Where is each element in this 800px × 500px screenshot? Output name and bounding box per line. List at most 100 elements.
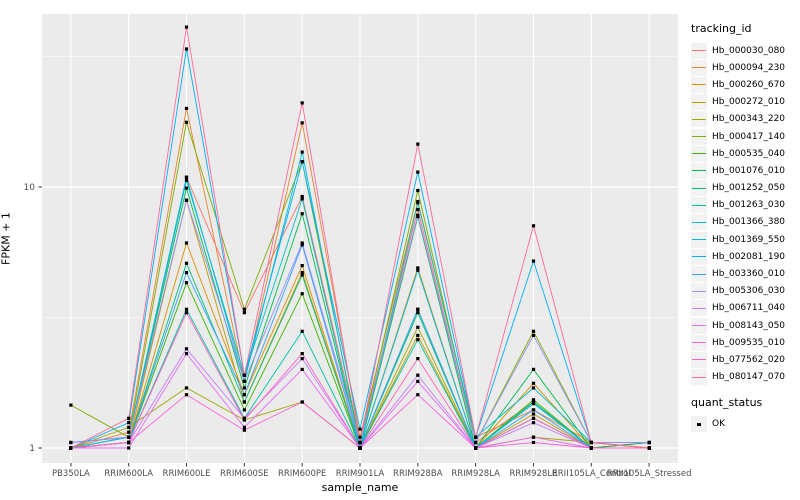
data-point — [184, 241, 189, 245]
legend: tracking_id Hb_000030_080 Hb_000094_230 Hb… — [691, 22, 799, 433]
data-point — [300, 121, 304, 125]
legend-key — [691, 351, 707, 368]
data-point — [531, 421, 536, 425]
legend-key — [691, 283, 707, 300]
legend-item: Hb_005306_030 — [691, 283, 799, 300]
data-point — [358, 435, 362, 439]
x-axis-title: sample_name — [321, 481, 399, 494]
legend-label: Hb_000094_230 — [712, 62, 786, 73]
legend-label: Hb_001366_380 — [712, 217, 786, 228]
data-point — [300, 400, 304, 404]
data-point — [242, 428, 246, 432]
data-point — [474, 446, 478, 450]
y-axis-title: FPKM + 1 — [0, 212, 13, 265]
data-point — [184, 186, 189, 190]
data-point — [531, 402, 536, 406]
legend-label: Hb_000417_140 — [712, 131, 786, 142]
legend-item: Hb_001369_550 — [691, 231, 799, 248]
data-point — [531, 386, 536, 390]
x-tick-label: RRII105LA_Control — [552, 469, 631, 479]
legend-key — [691, 128, 707, 145]
data-point — [300, 271, 304, 275]
data-point — [416, 188, 420, 193]
data-point — [300, 101, 304, 105]
data-point — [184, 347, 189, 351]
data-point — [300, 243, 304, 247]
y-tick-label: 1 — [29, 444, 35, 454]
legend-item: Hb_001076_010 — [691, 162, 799, 179]
data-point — [184, 281, 189, 285]
legend-key — [691, 180, 707, 197]
data-point — [300, 292, 304, 296]
data-point — [647, 440, 651, 445]
data-point — [127, 435, 131, 439]
data-point — [300, 197, 304, 201]
data-point — [242, 408, 246, 412]
quant-ok-key — [691, 416, 707, 433]
data-point — [416, 142, 420, 146]
data-point — [69, 440, 73, 445]
legend-item: Hb_003360_010 — [691, 265, 799, 283]
x-tick-label: RRIM600LA — [104, 469, 153, 479]
series-line-icon — [692, 101, 706, 103]
legend-key — [691, 59, 707, 76]
legend-key — [691, 76, 707, 93]
x-tick-label: RRIM600SE — [220, 469, 269, 479]
legend-key — [691, 317, 707, 334]
data-point — [69, 446, 73, 450]
legend-key — [691, 266, 707, 283]
data-point — [589, 440, 593, 445]
data-point — [416, 311, 420, 315]
series-line-icon — [692, 170, 706, 172]
legend-item: Hb_009535_010 — [691, 334, 799, 351]
series-line-icon — [692, 136, 706, 138]
legend-label: Hb_001263_030 — [712, 200, 786, 211]
legend-key — [691, 42, 707, 59]
data-point — [416, 338, 420, 342]
x-tick-label: RRIM928BA — [393, 469, 443, 479]
legend-item: Hb_077562_020 — [691, 351, 799, 368]
data-point — [416, 325, 420, 329]
data-point — [184, 25, 189, 29]
data-point — [242, 416, 246, 420]
data-point — [416, 357, 420, 361]
series-line-icon — [692, 221, 706, 223]
data-point — [300, 150, 304, 154]
data-point — [184, 47, 189, 51]
legend-key — [691, 94, 707, 111]
legend-key — [691, 248, 707, 265]
x-tick-label: RRIM901LA — [336, 469, 385, 479]
legend-label: Hb_080147_070 — [712, 372, 786, 383]
data-point — [300, 352, 304, 356]
square-point-icon — [697, 422, 701, 427]
legend-label: OK — [712, 419, 725, 430]
legend-title-tracking-id: tracking_id — [691, 22, 752, 35]
data-point — [184, 120, 189, 124]
data-point — [531, 398, 536, 402]
legend-key — [691, 231, 707, 248]
series-line-icon — [692, 187, 706, 189]
legend-label: Hb_002081_190 — [712, 251, 786, 262]
data-point — [184, 386, 189, 390]
series-line-icon — [692, 67, 706, 69]
data-point — [184, 271, 189, 275]
data-point — [127, 446, 131, 450]
legend-label: Hb_008143_050 — [712, 320, 786, 331]
legend-label: Hb_003360_010 — [712, 269, 786, 280]
legend-label: Hb_000030_080 — [712, 45, 786, 56]
x-tick-label: RRIM928LA — [451, 469, 500, 479]
x-tick-label: RRIM600LE — [163, 469, 211, 479]
data-point — [531, 367, 536, 371]
data-point — [300, 329, 304, 333]
x-tick-label: RRIM600PE — [278, 469, 326, 479]
legend-item: Hb_000260_670 — [691, 76, 799, 93]
legend-items: Hb_000030_080 Hb_000094_230 Hb_000260_670 H… — [691, 42, 799, 386]
data-point — [300, 273, 304, 277]
legend-key — [691, 197, 707, 214]
legend-label: Hb_001076_010 — [712, 165, 786, 176]
data-point — [242, 425, 246, 429]
data-point — [242, 311, 246, 315]
series-line-icon — [692, 256, 706, 258]
series-line-icon — [692, 376, 706, 378]
data-point — [300, 241, 304, 245]
